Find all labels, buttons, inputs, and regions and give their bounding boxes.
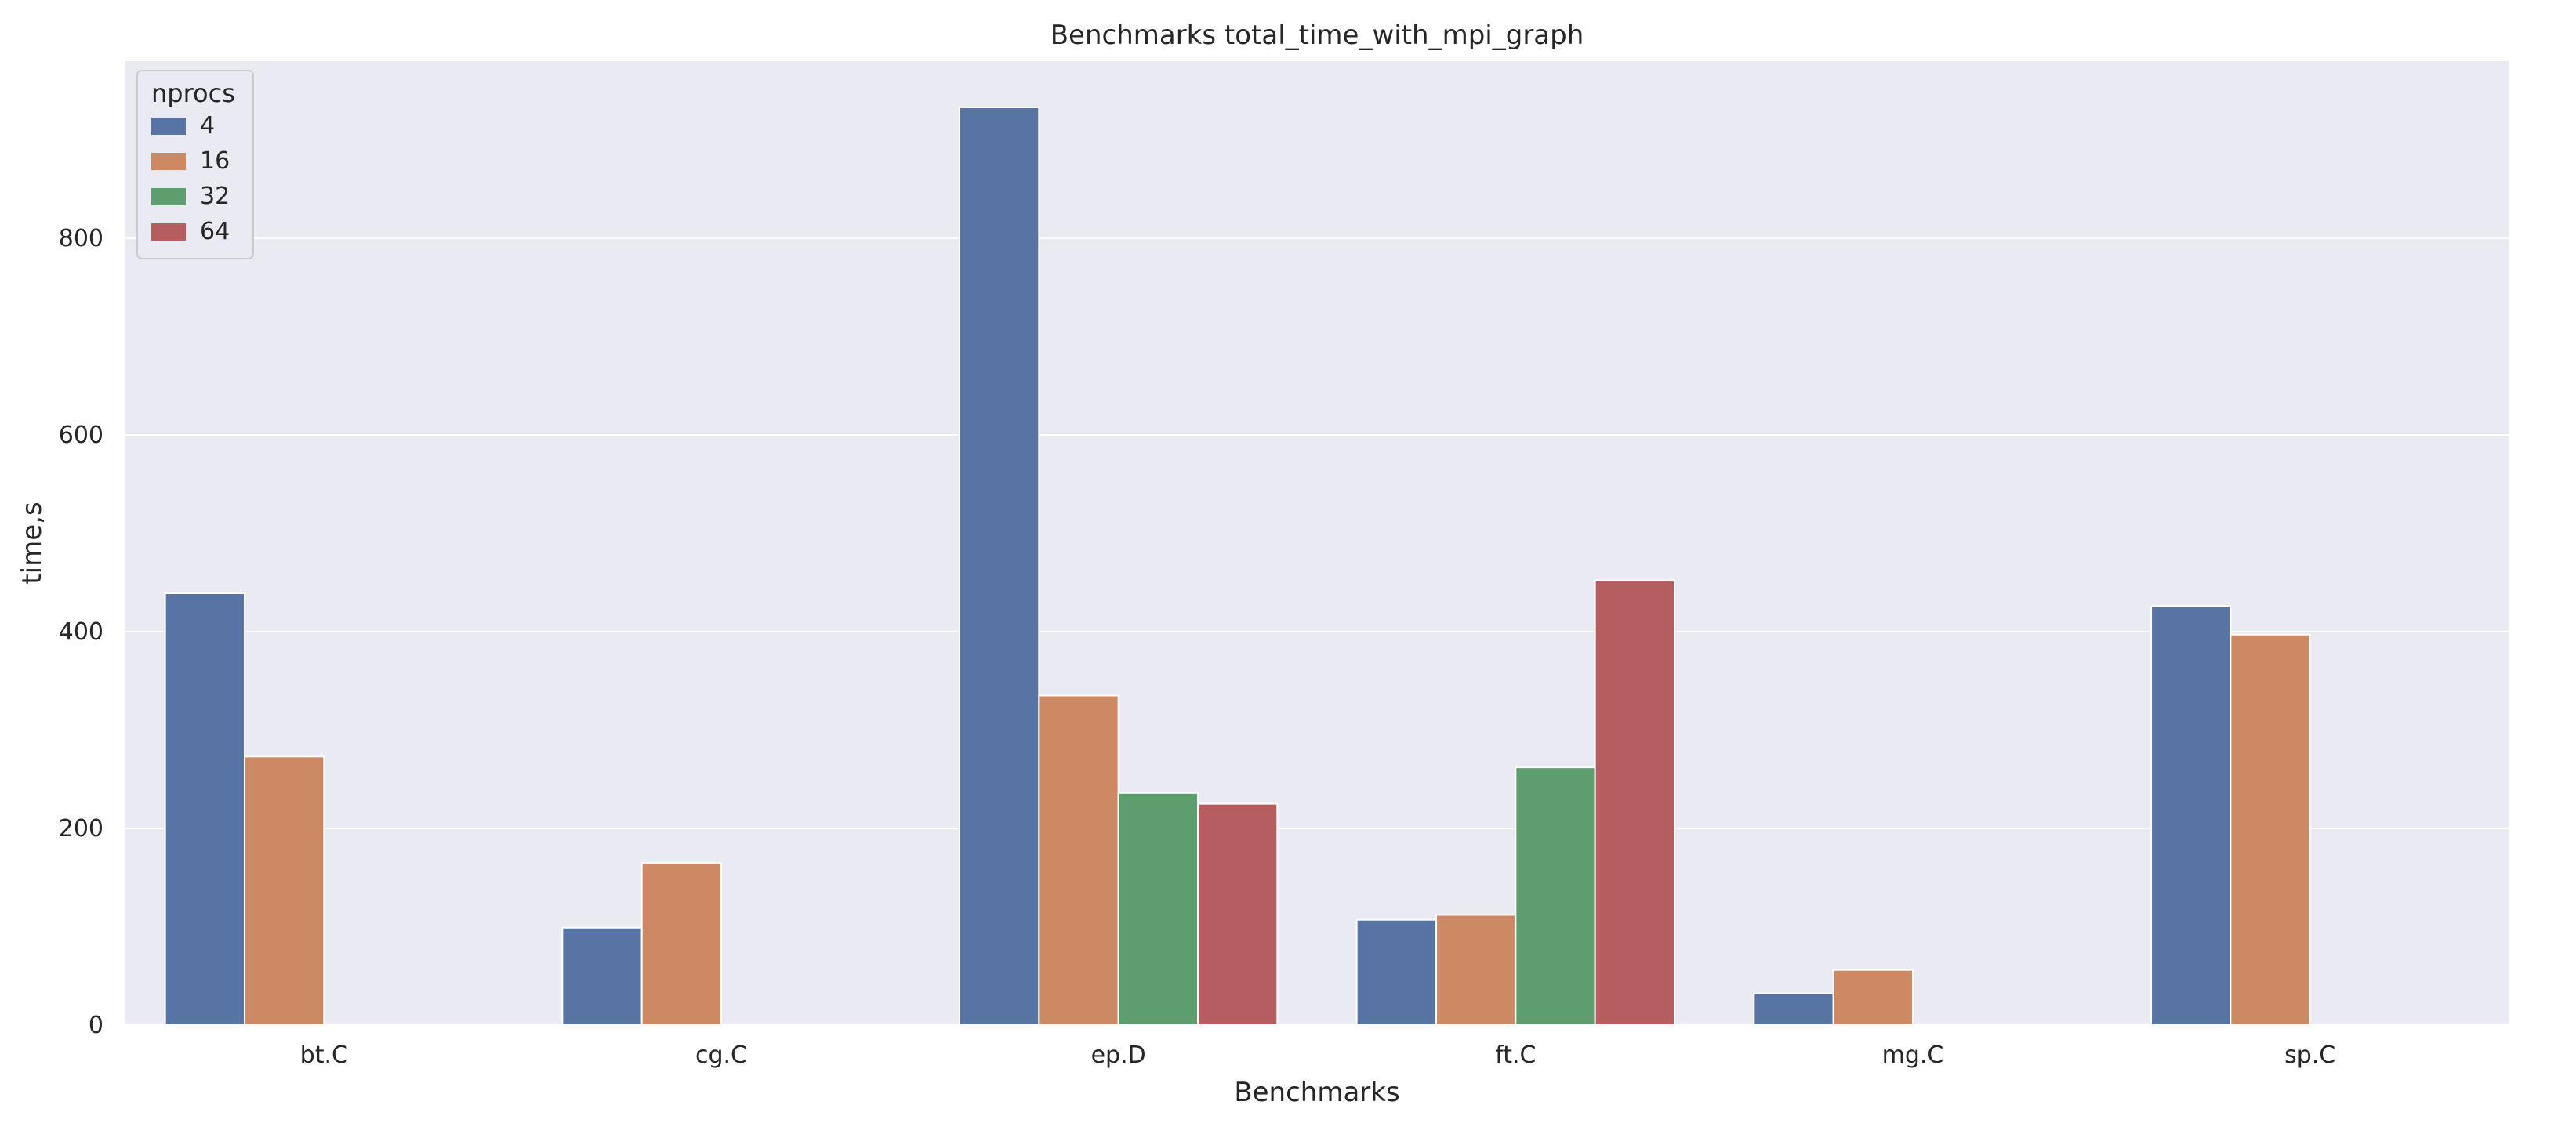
bars [164,106,2311,1027]
x-tick-label: ft.C [1495,1041,1536,1069]
y-tick-labels: 0 200 400 600 800 [59,225,103,1039]
x-tick-label: cg.C [695,1041,747,1069]
y-tick-label: 800 [59,225,103,252]
legend-swatch [151,223,186,241]
bar-cg.C-nprocs-16 [640,861,723,1027]
bar-bt.C-nprocs-4 [164,592,246,1026]
grid-lines [125,237,2509,1026]
x-tick-label: sp.C [2284,1041,2335,1069]
bar-ep.D-nprocs-16 [1038,694,1119,1027]
legend-item-label: 64 [200,218,230,245]
legend-swatch [151,153,186,170]
plot-background [125,61,2509,1025]
bar-ft.C-nprocs-4 [1355,918,1437,1027]
x-tick-label: mg.C [1882,1041,1944,1069]
legend-item-label: 16 [200,147,230,175]
legend: nprocs 4 16 32 64 [136,70,254,259]
bar-bt.C-nprocs-16 [244,755,325,1026]
y-tick-label: 400 [59,618,103,646]
x-tick-label: bt.C [300,1041,348,1069]
legend-swatch [151,118,186,135]
bar-ft.C-nprocs-64 [1594,579,1675,1026]
y-tick-label: 200 [59,815,103,842]
y-tick-label: 600 [59,422,103,449]
bar-cg.C-nprocs-4 [561,926,643,1026]
legend-item-label: 4 [200,112,215,139]
x-axis-label: Benchmarks [1234,1077,1399,1108]
x-tick-label: ep.D [1091,1041,1146,1069]
bar-ep.D-nprocs-32 [1117,792,1199,1026]
bar-mg.C-nprocs-16 [1832,969,1914,1026]
legend-title: nprocs [151,78,235,108]
bar-ft.C-nprocs-16 [1435,914,1517,1027]
bar-sp.C-nprocs-4 [2150,605,2232,1026]
legend-swatch [151,188,186,205]
y-axis-label: time,s [16,502,48,584]
chart-title: Benchmarks total_time_with_mpi_graph [1050,20,1584,51]
legend-item-label: 32 [200,183,230,210]
bar-ft.C-nprocs-32 [1515,766,1596,1026]
bar-ep.D-nprocs-64 [1197,802,1279,1026]
bar-sp.C-nprocs-16 [2230,633,2311,1026]
y-tick-label: 0 [89,1012,103,1039]
bar-ep.D-nprocs-4 [959,106,1040,1027]
bar-mg.C-nprocs-4 [1753,992,1834,1027]
x-tick-labels: bt.C cg.C ep.D ft.C mg.C sp.C [300,1041,2336,1069]
